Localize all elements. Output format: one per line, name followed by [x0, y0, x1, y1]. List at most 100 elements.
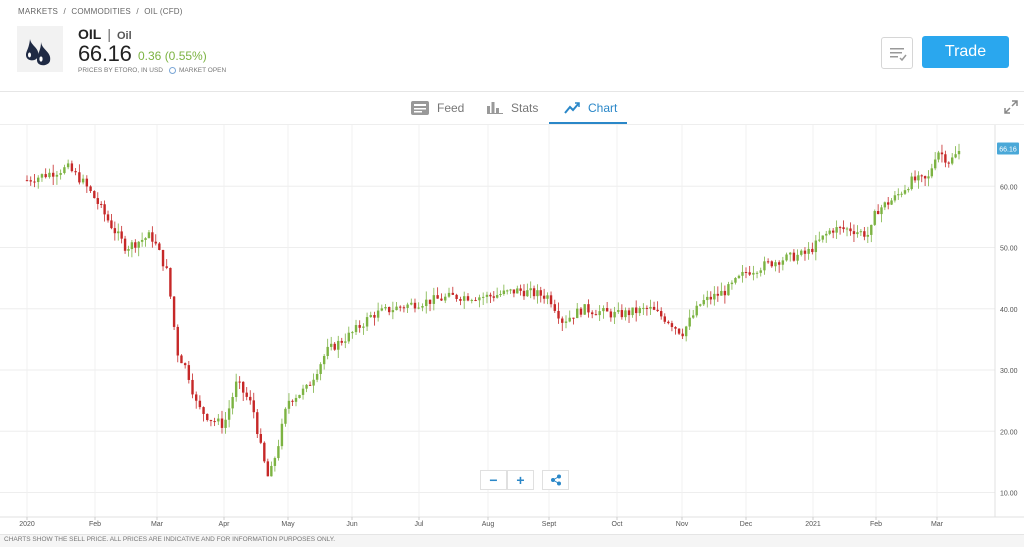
candle-body — [876, 210, 880, 215]
candle-body — [202, 407, 205, 414]
candle-body — [549, 295, 553, 305]
stats-icon — [487, 102, 503, 114]
candle-body — [428, 299, 432, 304]
candle-body — [624, 310, 627, 318]
breadcrumb-markets[interactable]: MARKETS — [18, 7, 59, 16]
candle-body — [947, 162, 950, 164]
candle-body — [137, 241, 140, 248]
x-tick-label: Sept — [542, 521, 556, 528]
candle-body — [358, 325, 361, 328]
candle-body — [542, 295, 546, 299]
last-price-label: 66.16 — [999, 147, 1017, 154]
candle-body — [256, 412, 259, 435]
y-tick-label: 20.00 — [1000, 429, 1018, 436]
tab-feed[interactable]: Feed — [411, 92, 464, 124]
candle-body — [451, 292, 455, 295]
x-tick-label: Aug — [482, 521, 495, 528]
candle-body — [863, 231, 866, 237]
breadcrumb-commodities[interactable]: COMMODITIES — [71, 7, 131, 16]
candle-body — [828, 230, 831, 234]
candle-body — [354, 325, 358, 333]
share-button[interactable] — [542, 470, 569, 490]
candle-body — [270, 465, 273, 477]
candle-body — [319, 364, 322, 375]
candle-body — [395, 306, 398, 311]
tab-stats[interactable]: Stats — [487, 92, 538, 124]
candle-body — [351, 332, 354, 334]
candle-body — [284, 408, 287, 424]
candle-body — [78, 172, 81, 183]
candle-body — [587, 304, 590, 313]
candle-body — [287, 400, 291, 409]
candle-body — [870, 224, 873, 235]
candle-body — [344, 341, 347, 343]
candle-body — [330, 343, 333, 347]
candle-body — [48, 172, 51, 178]
candle-body — [198, 400, 202, 408]
candle-body — [194, 394, 198, 401]
candle-body — [825, 233, 828, 236]
candle-body — [652, 306, 656, 310]
candle-body — [183, 363, 187, 366]
trade-button[interactable]: Trade — [922, 36, 1009, 68]
candle-body — [117, 231, 120, 234]
candle-body — [462, 296, 466, 301]
candle-body — [883, 202, 887, 208]
candle-body — [638, 308, 641, 314]
candle-body — [766, 261, 770, 263]
candle-body — [944, 154, 947, 163]
candle-body — [576, 308, 579, 319]
candle-body — [432, 295, 436, 304]
candle-body — [609, 311, 613, 318]
candle-body — [831, 230, 835, 233]
candle-body — [273, 458, 277, 466]
candle-body — [903, 190, 907, 194]
candle-body — [642, 307, 645, 309]
price-chart[interactable]: 10.00 20.00 30.00 40.00 50.00 60.00 66.16 2020… — [0, 125, 1024, 534]
candle-body — [880, 207, 883, 215]
candle-body — [130, 242, 134, 250]
candle-body — [800, 250, 803, 255]
candle-body — [123, 238, 127, 251]
candle-body — [709, 296, 712, 300]
candle-body — [656, 309, 659, 312]
candle-body — [213, 421, 216, 423]
candle-body — [660, 311, 663, 317]
candle-body — [907, 189, 910, 191]
candle-body — [536, 290, 539, 297]
footer: CHARTS SHOW THE SELL PRICE. ALL PRICES A… — [0, 534, 1024, 547]
instrument-title: OIL | Oil — [78, 26, 132, 42]
candle-body — [572, 317, 575, 319]
x-tick-label: Feb — [89, 521, 101, 528]
zoom-out-button[interactable]: − — [480, 470, 507, 490]
zoom-in-button[interactable]: + — [507, 470, 534, 490]
candle-body — [890, 200, 893, 205]
candle-body — [838, 227, 842, 229]
expand-icon[interactable] — [1004, 100, 1018, 114]
candle-body — [337, 340, 340, 350]
candles — [25, 143, 961, 477]
candle-body — [294, 397, 298, 402]
candle-body — [950, 157, 954, 164]
price-change: 0.36 (0.55%) — [138, 49, 207, 63]
candle-body — [627, 310, 631, 316]
candle-body — [340, 340, 343, 343]
candle-body — [681, 333, 684, 337]
candle-body — [561, 318, 564, 323]
breadcrumb-separator: / — [136, 7, 139, 16]
candle-body — [103, 204, 106, 215]
candle-body — [455, 294, 458, 299]
candle-body — [759, 270, 762, 273]
candle-body — [144, 238, 147, 240]
candle-body — [859, 231, 863, 233]
candle-body — [440, 298, 443, 301]
watchlist-button[interactable] — [881, 37, 913, 69]
x-tick-label: Dec — [740, 521, 753, 528]
candle-body — [231, 397, 234, 409]
tab-chart[interactable]: Chart — [564, 92, 617, 124]
candle-body — [684, 326, 688, 337]
candle-body — [887, 202, 890, 205]
candle-body — [140, 239, 144, 242]
candle-body — [835, 227, 838, 233]
